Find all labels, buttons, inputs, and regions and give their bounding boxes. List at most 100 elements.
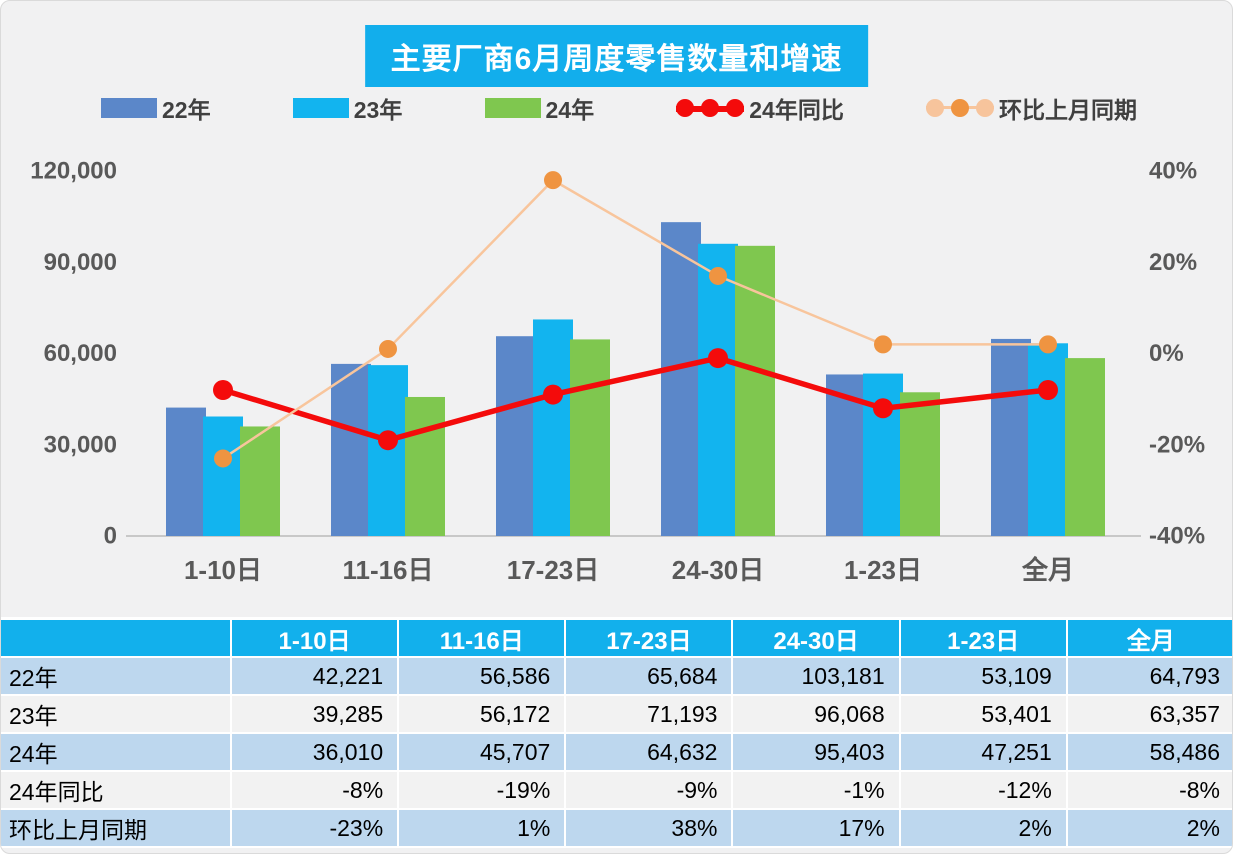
table-header-cell-2: 11-16日 [397,617,567,658]
cell-22年-5: 64,793 [1065,656,1232,696]
cell-22年-1: 56,586 [397,656,567,696]
right-axis-tick-3: 20% [1149,249,1197,276]
cell-24年同比-5: -8% [1065,770,1232,810]
right-axis-tick-0: -40% [1149,523,1205,550]
cell-24年同比-4: -12% [898,770,1068,810]
cell-环比上月同期-4: 2% [898,808,1068,848]
cell-23年-2: 71,193 [564,694,734,734]
bar-22年-2[interactable] [496,336,536,536]
cell-24年-0: 36,010 [229,732,400,772]
marker-环比上月同期-5[interactable] [1039,335,1057,354]
legend-dot-yoy-1 [701,99,720,117]
bar-23年-3[interactable] [698,243,738,537]
bar-22年-5[interactable] [991,338,1031,536]
legend-label-mom: 环比上月同期 [999,97,1137,123]
marker-环比上月同期-0[interactable] [214,449,232,468]
right-axis-tick-1: -20% [1149,431,1205,458]
marker-24年同比-1[interactable] [378,430,398,451]
line-环比上月同期 [222,178,1048,460]
marker-环比上月同期-2[interactable] [544,171,562,190]
bar-22年-3[interactable] [661,222,701,537]
marker-环比上月同期-4[interactable] [874,335,892,354]
x-axis-label-4: 1-23日 [844,555,922,585]
table-header-cell-4: 24-30日 [731,617,901,658]
marker-24年同比-0[interactable] [213,380,233,400]
legend-item-y22[interactable]: 22年 [101,91,211,125]
legend-swatch-y23 [292,98,349,118]
table-header-cell-0 [1,617,232,658]
row-label-22年: 22年 [1,656,232,696]
right-axis-tick-2: 0% [1149,340,1184,367]
marker-24年同比-5[interactable] [1038,380,1058,400]
legend-item-y24[interactable]: 24年 [484,91,595,125]
cell-22年-0: 42,221 [229,656,400,696]
bar-23年-0[interactable] [203,416,243,536]
left-axis-tick-3: 90,000 [44,249,117,276]
row-label-24年: 24年 [1,732,232,772]
bar-24年-0[interactable] [240,426,280,536]
row-label-24年同比: 24年同比 [1,770,232,810]
cell-22年-4: 53,109 [898,656,1068,696]
x-axis-label-0: 1-10日 [184,555,262,585]
marker-环比上月同期-3[interactable] [709,266,727,285]
cell-24年-4: 47,251 [898,732,1068,772]
chart-plot: 0 30,000 60,000 90,000 120,000 -40% -20% 0% 20% 4… [30,158,1205,586]
left-axis-tick-4: 120,000 [30,158,117,185]
table-row-24年: 24年 36,010 45,707 64,632 95,403 47,251 58,486 [1,732,1232,772]
cell-23年-5: 63,357 [1065,694,1232,734]
table-header-cell-1: 1-10日 [229,617,400,658]
marker-24年同比-2[interactable] [543,384,563,405]
x-axis-label-1: 11-16日 [342,555,433,585]
cell-环比上月同期-5: 2% [1065,808,1232,848]
legend-dot-mom-0 [926,99,944,117]
table-header-cell-3: 17-23日 [564,617,734,658]
left-axis-tick-2: 60,000 [44,340,117,367]
left-axis-tick-1: 30,000 [44,431,117,458]
x-axis-label-3: 24-30日 [672,555,765,585]
cell-24年-1: 45,707 [397,732,567,772]
table-header-cell-5: 1-23日 [898,617,1068,658]
cell-环比上月同期-2: 38% [564,808,734,848]
bar-23年-4[interactable] [863,373,903,536]
row-label-23年: 23年 [1,694,232,734]
data-table: 1-10日 11-16日 17-23日 24-30日 1-23日 全月 22年 42,221 5… [1,617,1232,848]
bar-24年-4[interactable] [900,392,940,536]
legend-label-y24: 24年 [545,97,595,123]
cell-23年-4: 53,401 [898,694,1068,734]
legend-item-yoy[interactable]: 24年同比 [676,91,844,125]
x-axis-label-2: 17-23日 [507,555,600,585]
bar-22年-0[interactable] [166,407,206,536]
bar-24年-3[interactable] [735,245,775,537]
legend-label-y22: 22年 [162,97,211,123]
bar-24年-1[interactable] [405,396,445,536]
cell-24年同比-2: -9% [564,770,734,810]
table-row-22年: 22年 42,221 56,586 65,684 103,181 53,109 64,793 [1,656,1232,696]
table-row-环比上月同期: 环比上月同期 -23% 1% 38% 17% 2% 2% [1,808,1232,848]
marker-24年同比-4[interactable] [873,398,893,419]
legend-dot-mom-1 [951,99,969,117]
marker-环比上月同期-1[interactable] [379,339,397,358]
legend-item-y23[interactable]: 23年 [292,91,403,125]
legend-line-swatch-mom [926,98,994,118]
marker-24年同比-3[interactable] [708,348,728,369]
cell-22年-3: 103,181 [731,656,901,696]
legend-item-mom[interactable]: 环比上月同期 [926,91,1137,125]
bar-23年-2[interactable] [533,319,573,536]
cell-环比上月同期-0: -23% [229,808,400,848]
bar-24年-5[interactable] [1065,358,1105,536]
legend-line-swatch-yoy [676,98,745,118]
cell-24年同比-0: -8% [229,770,400,810]
legend: 22年 23年 24年 24年同比 环比上月同期 [101,93,1137,123]
table-header-row: 1-10日 11-16日 17-23日 24-30日 1-23日 全月 [1,617,1232,658]
cell-24年同比-1: -19% [397,770,567,810]
bar-24年-2[interactable] [570,339,610,536]
bar-23年-1[interactable] [368,365,408,536]
bar-22年-1[interactable] [331,363,371,536]
legend-label-y23: 23年 [353,97,403,123]
cell-环比上月同期-3: 17% [731,808,901,848]
cell-24年-5: 58,486 [1065,732,1232,772]
bar-23年-5[interactable] [1028,343,1068,536]
chart-title: 主要厂商6月周度零售数量和增速 [364,25,869,87]
cell-23年-1: 56,172 [397,694,567,734]
legend-label-yoy: 24年同比 [749,97,844,123]
